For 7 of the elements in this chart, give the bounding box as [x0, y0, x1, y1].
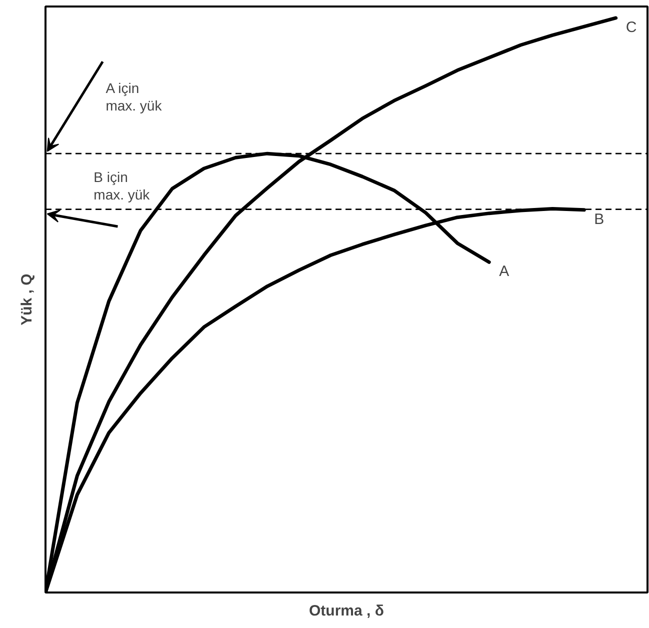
y-axis-title: Yük , Q [18, 273, 36, 326]
ref-line-label: B için max. yük [94, 168, 151, 202]
x-axis-title: Oturma , δ [309, 602, 384, 620]
series-label: A [499, 263, 510, 280]
series-label: C [626, 18, 637, 36]
ref-line-label: A için max. yük [106, 80, 163, 114]
series-label: B [594, 210, 604, 228]
